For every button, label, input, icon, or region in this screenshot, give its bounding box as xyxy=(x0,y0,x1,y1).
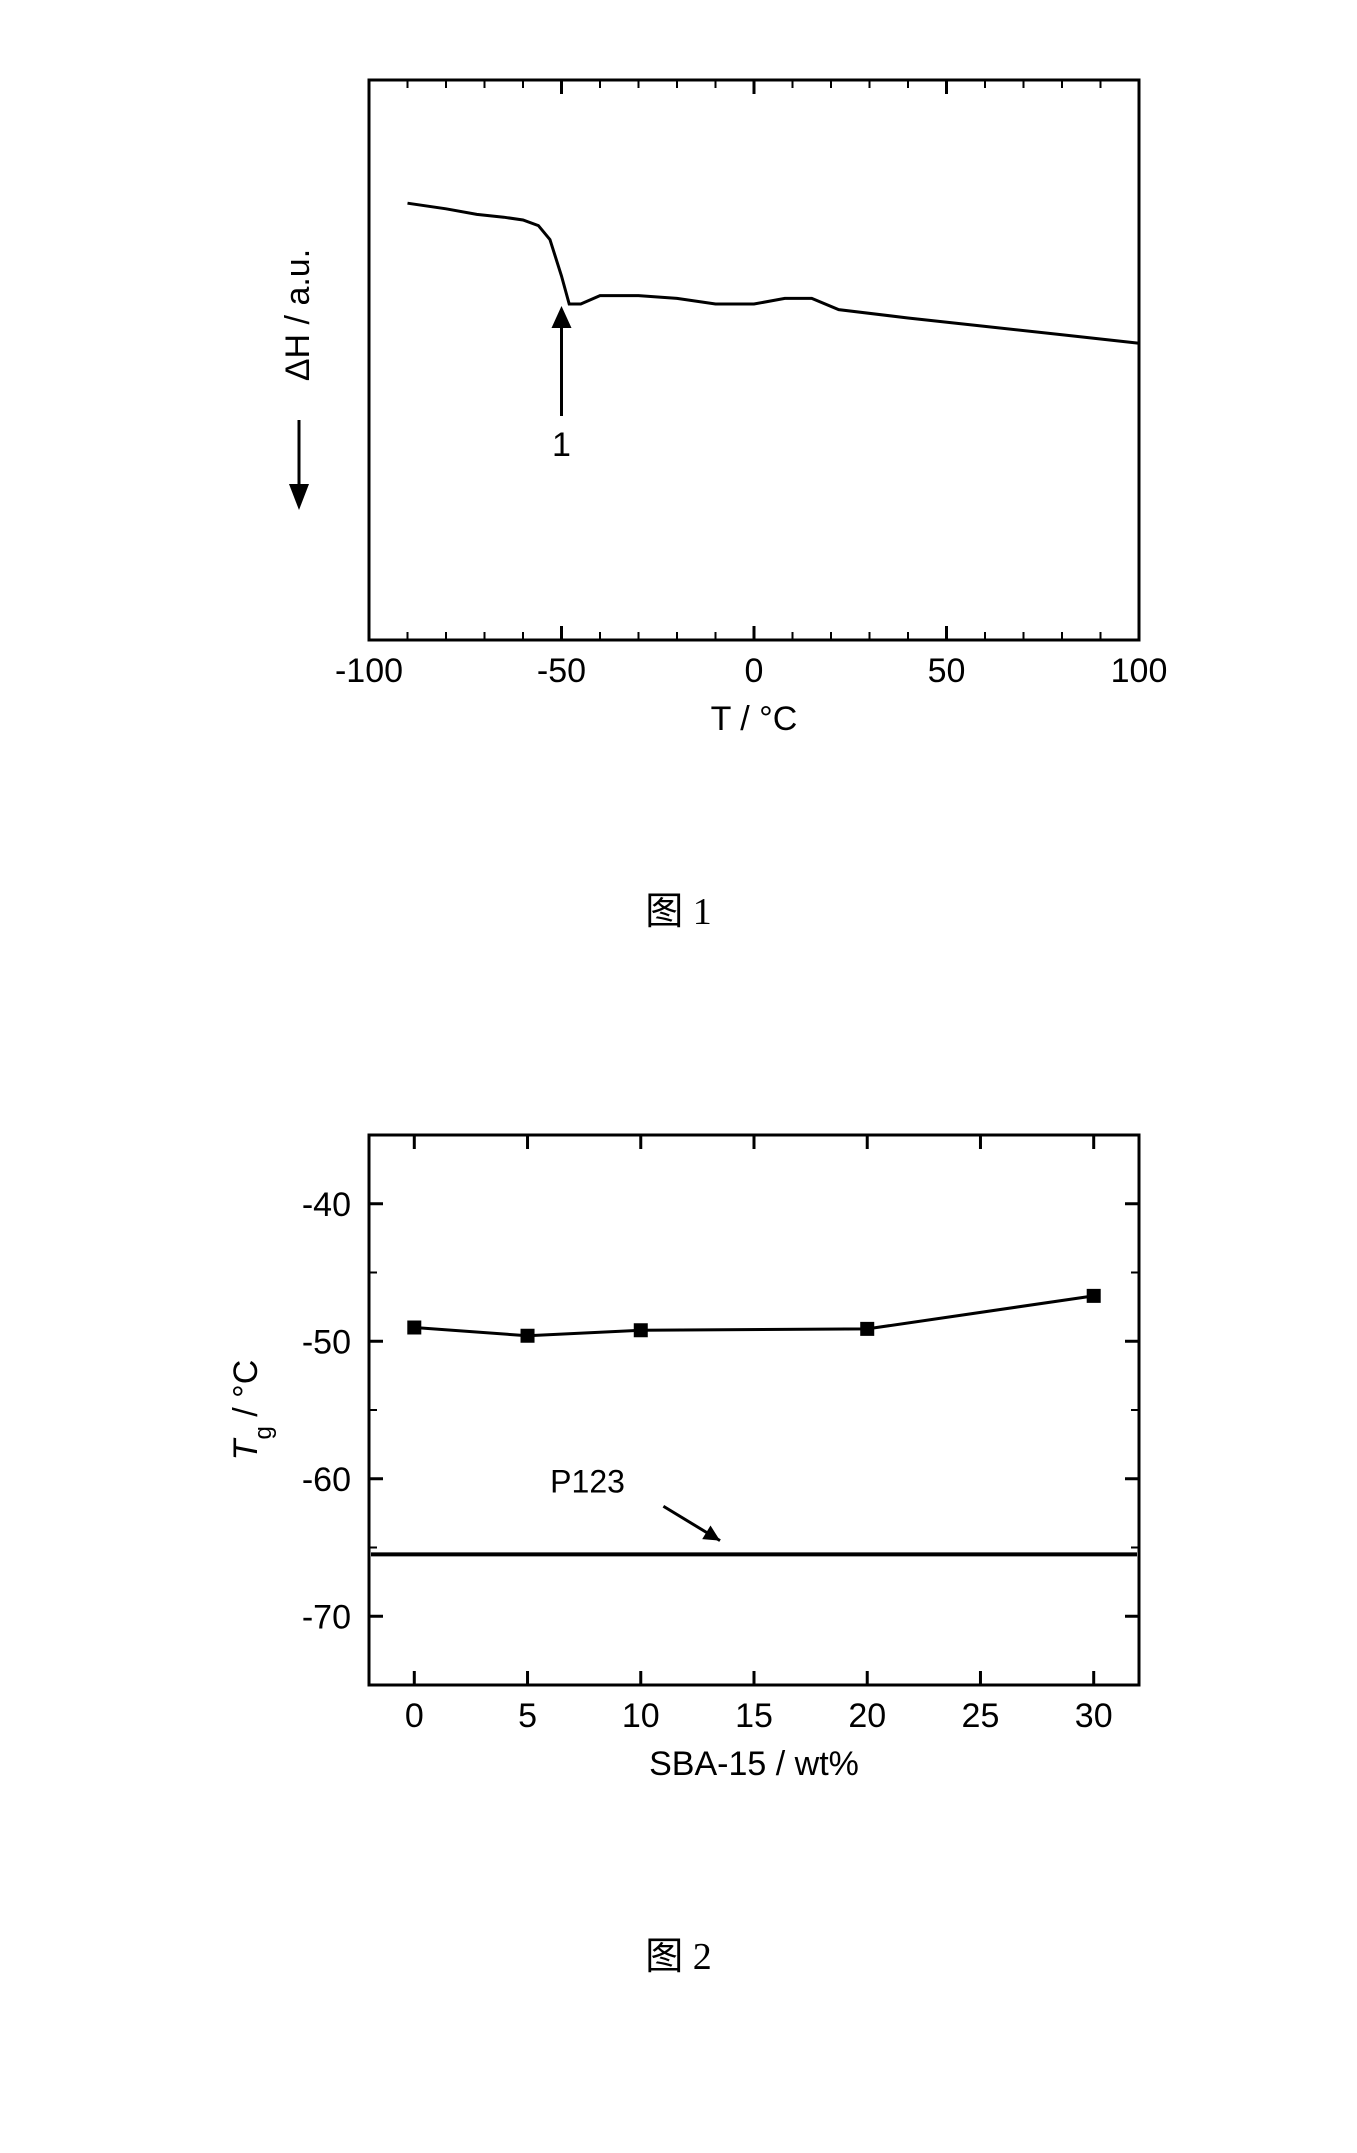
svg-text:-50: -50 xyxy=(301,1323,350,1361)
svg-text:-100: -100 xyxy=(334,652,402,690)
svg-text:-40: -40 xyxy=(301,1186,350,1224)
figure-1-chart: -100 -50 0 50 100 1 T / °C ΔH / a.u. xyxy=(169,40,1189,810)
svg-text:20: 20 xyxy=(848,1697,886,1735)
svg-text:0: 0 xyxy=(744,652,763,690)
svg-text:50: 50 xyxy=(927,652,965,690)
svg-text:25: 25 xyxy=(961,1697,999,1735)
svg-text:Tg / °C: Tg / °C xyxy=(227,1360,277,1461)
svg-text:0: 0 xyxy=(404,1697,423,1735)
figure-2: 0 5 10 15 20 25 30 -40 -50 -60 -70 P123 SBA-15 / wt%… xyxy=(0,1105,1357,2040)
figure-2-chart: 0 5 10 15 20 25 30 -40 -50 -60 -70 P123 SBA-15 / wt%… xyxy=(169,1105,1189,1845)
svg-text:15: 15 xyxy=(735,1697,773,1735)
svg-text:-60: -60 xyxy=(301,1461,350,1499)
svg-text:ΔH / a.u.: ΔH / a.u. xyxy=(279,249,317,381)
figure-1-caption: 图 1 xyxy=(0,880,1357,935)
svg-text:10: 10 xyxy=(621,1697,659,1735)
svg-text:T / °C: T / °C xyxy=(710,700,797,738)
svg-text:1: 1 xyxy=(552,426,571,464)
svg-text:100: 100 xyxy=(1110,652,1167,690)
page-root: -100 -50 0 50 100 1 T / °C ΔH / a.u. 图 1 0 5 10 15… xyxy=(0,0,1357,2040)
figure-2-caption: 图 2 xyxy=(0,1925,1357,1980)
svg-text:-70: -70 xyxy=(301,1598,350,1636)
svg-text:-50: -50 xyxy=(536,652,585,690)
svg-text:30: 30 xyxy=(1074,1697,1112,1735)
svg-text:P123: P123 xyxy=(550,1464,625,1500)
svg-text:5: 5 xyxy=(518,1697,537,1735)
figure-1: -100 -50 0 50 100 1 T / °C ΔH / a.u. 图 1 xyxy=(0,0,1357,935)
svg-text:SBA-15 / wt%: SBA-15 / wt% xyxy=(649,1745,859,1783)
